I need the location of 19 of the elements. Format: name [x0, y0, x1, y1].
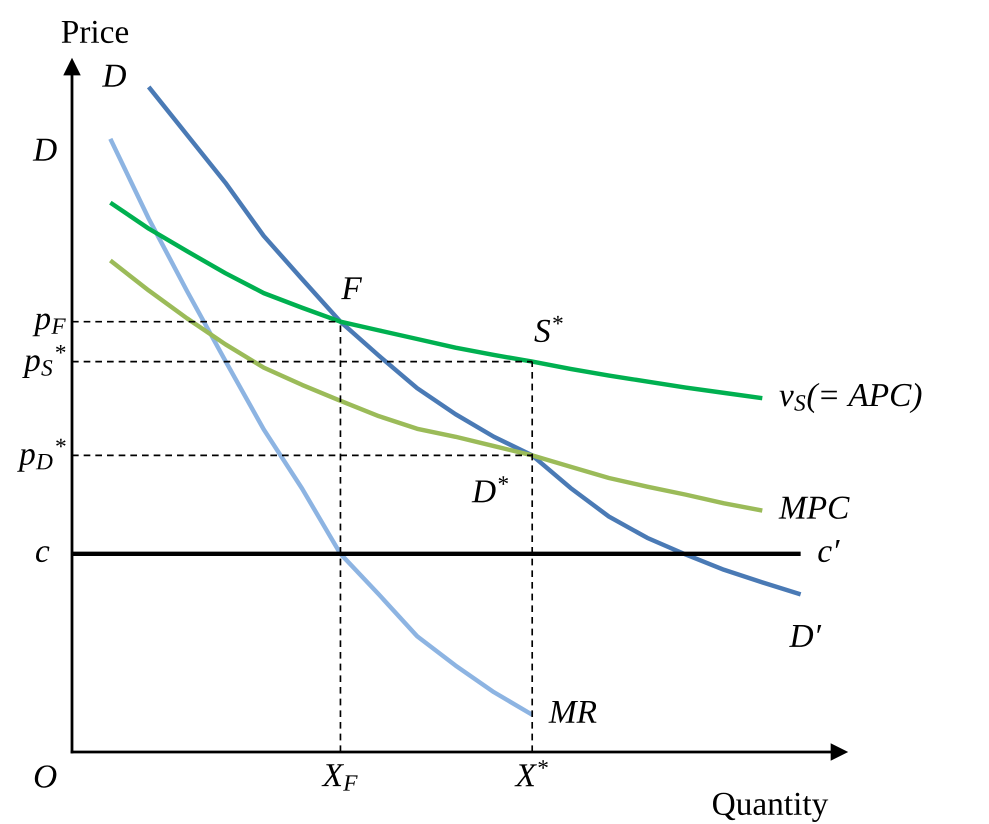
series-label: MR [548, 700, 596, 723]
series-label: c′ [818, 540, 840, 562]
ref-line-label: p$_{F}$ [32, 313, 66, 336]
text: c [36, 546, 50, 562]
series-label: D′ [789, 625, 822, 647]
series-label: v$_{S}$(= APC) [779, 382, 922, 414]
x-axis-title: Quantity [713, 792, 828, 822]
text: O [34, 765, 56, 788]
ref-line-label: p$_{S}$$^{*}$ [22, 344, 66, 378]
x-tick-label: X$^{*}$ [514, 760, 548, 786]
text: D [102, 64, 126, 87]
annotation: D$^{*}$ [472, 476, 508, 502]
annotation: F [341, 277, 362, 300]
ref-line-label: p$_{D}$$^{*}$ [17, 438, 66, 472]
annotation: S$^{*}$ [534, 316, 563, 342]
y-axis-title: Price [62, 20, 128, 44]
series-label: MPC [778, 496, 850, 519]
x-tick-label: X$_{F}$ [322, 764, 358, 791]
text: D [32, 138, 57, 161]
